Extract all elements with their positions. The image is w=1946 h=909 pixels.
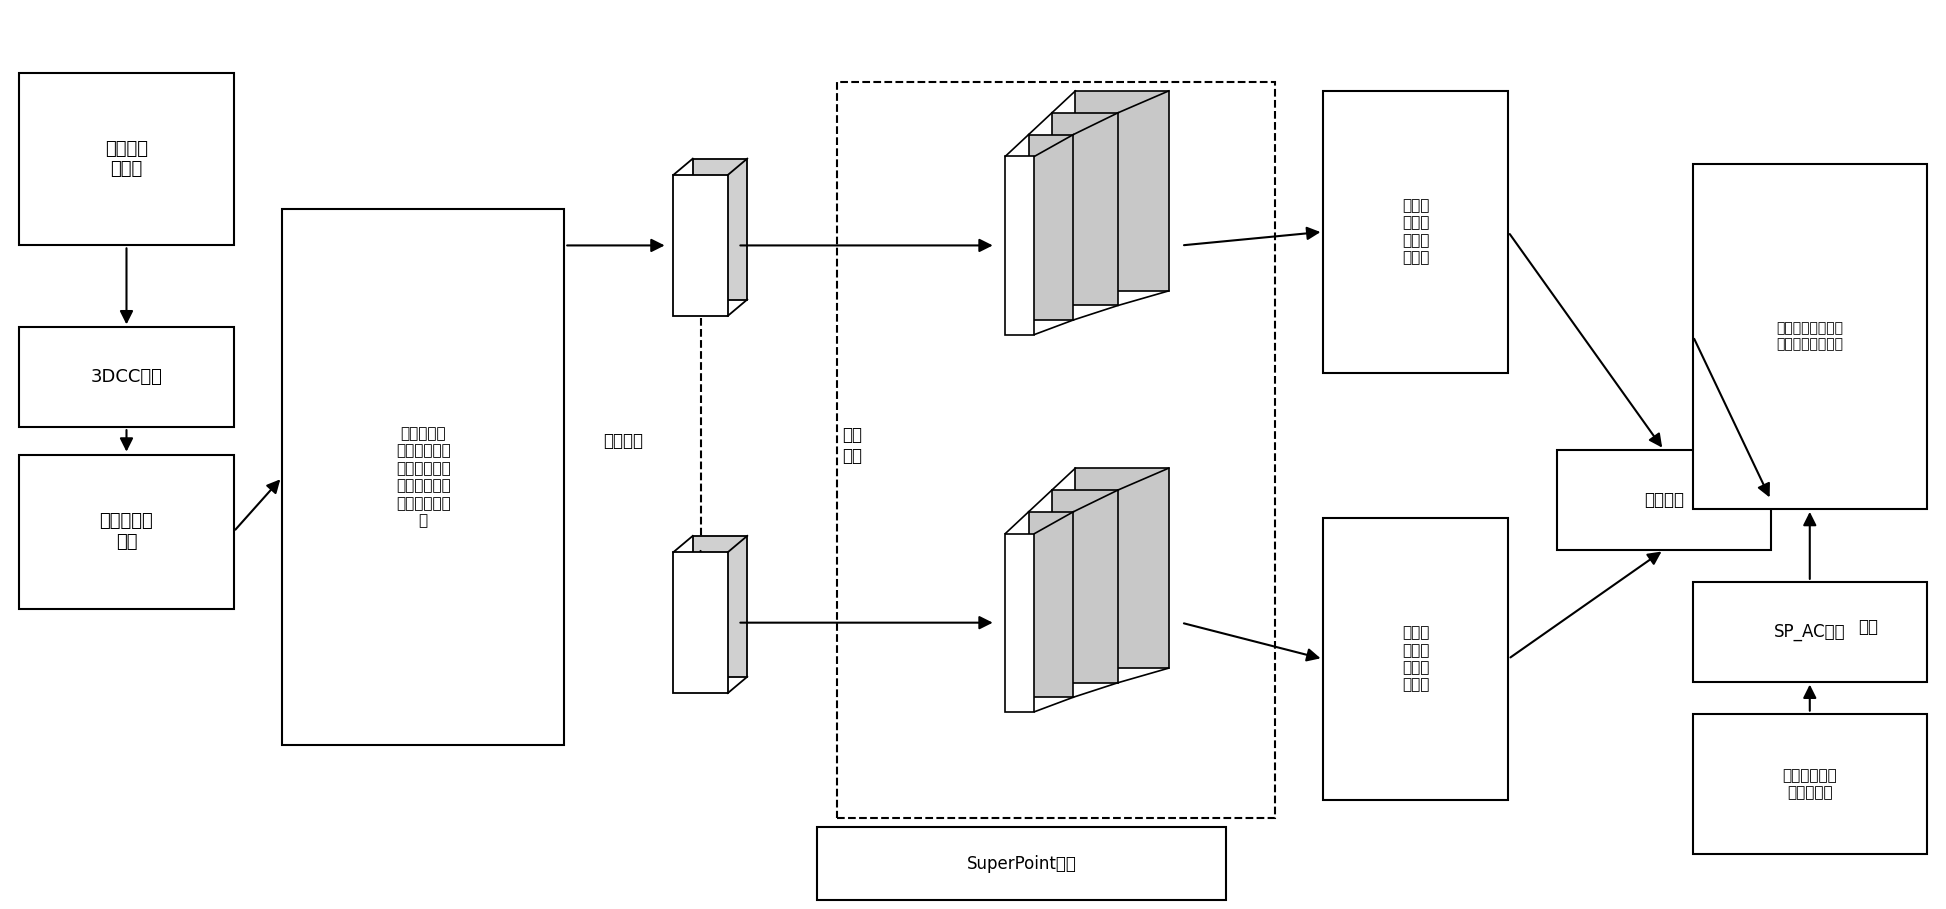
FancyBboxPatch shape xyxy=(693,158,747,300)
FancyBboxPatch shape xyxy=(1029,135,1074,320)
Text: 第二特
征点概
率图、
描述子: 第二特 征点概 率图、 描述子 xyxy=(1401,198,1430,265)
FancyBboxPatch shape xyxy=(817,827,1226,900)
FancyBboxPatch shape xyxy=(19,454,234,609)
FancyBboxPatch shape xyxy=(1323,91,1508,373)
Text: 推理: 推理 xyxy=(1858,618,1878,636)
Text: 第二特
征点概
率图、
描述子: 第二特 征点概 率图、 描述子 xyxy=(1401,625,1430,693)
FancyBboxPatch shape xyxy=(673,553,728,694)
FancyBboxPatch shape xyxy=(837,82,1275,818)
Text: SuperPoint模型: SuperPoint模型 xyxy=(967,854,1076,873)
Text: 无标签的真实
训练集图像: 无标签的真实 训练集图像 xyxy=(1783,768,1837,800)
FancyBboxPatch shape xyxy=(1693,164,1927,509)
FancyBboxPatch shape xyxy=(673,175,728,316)
FancyBboxPatch shape xyxy=(1006,156,1035,335)
Text: 原始训练
集图像: 原始训练 集图像 xyxy=(105,140,148,178)
Text: 联合
训练: 联合 训练 xyxy=(843,426,862,464)
FancyBboxPatch shape xyxy=(1323,518,1508,800)
FancyBboxPatch shape xyxy=(19,73,234,245)
FancyBboxPatch shape xyxy=(1557,450,1771,550)
FancyBboxPatch shape xyxy=(1029,512,1074,697)
FancyBboxPatch shape xyxy=(1693,714,1927,854)
FancyBboxPatch shape xyxy=(1076,91,1170,291)
Text: 几何变换: 几何变换 xyxy=(603,432,644,450)
FancyBboxPatch shape xyxy=(1693,582,1927,682)
FancyBboxPatch shape xyxy=(19,327,234,427)
FancyBboxPatch shape xyxy=(693,536,747,676)
FancyBboxPatch shape xyxy=(1076,468,1170,668)
FancyBboxPatch shape xyxy=(1006,534,1035,712)
Text: 真实训练集
图像: 真实训练集 图像 xyxy=(99,513,154,551)
FancyBboxPatch shape xyxy=(1053,490,1119,683)
Text: 3DCC变换: 3DCC变换 xyxy=(91,368,162,386)
FancyBboxPatch shape xyxy=(1053,113,1119,305)
FancyBboxPatch shape xyxy=(282,209,564,745)
Text: 随机截取大
小、转换为灰
度图、随机高
斯模糊、运动
模糊、亮度变
化: 随机截取大 小、转换为灰 度图、随机高 斯模糊、运动 模糊、亮度变 化 xyxy=(395,426,451,528)
Text: 计算损失: 计算损失 xyxy=(1644,491,1683,509)
Text: 真实训练集图像的
第一特征点概率图: 真实训练集图像的 第一特征点概率图 xyxy=(1777,321,1843,352)
Text: SP_AC模型: SP_AC模型 xyxy=(1775,623,1845,641)
